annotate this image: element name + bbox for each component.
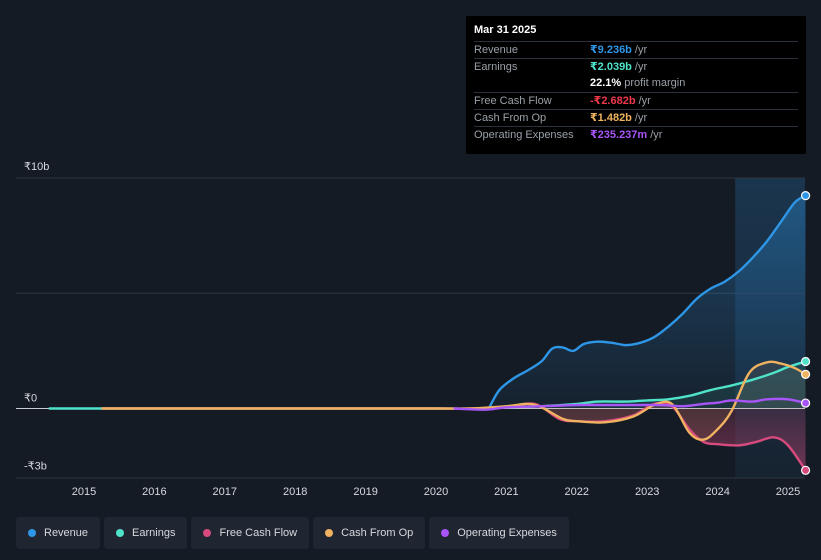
tooltip-date: Mar 31 2025: [474, 24, 537, 36]
tooltip-unit: /yr: [638, 95, 651, 107]
earnings-end-point: [800, 356, 811, 367]
x-tick-label: 2018: [283, 486, 307, 498]
legend-label: Earnings: [132, 527, 176, 539]
x-tick-label: 2025: [776, 486, 800, 498]
revenue-end-point: [800, 191, 811, 201]
x-tick-label: 2021: [494, 486, 518, 498]
legend-dot: [441, 529, 450, 537]
tooltip-panel: Mar 31 2025 Revenue ₹9.236b /yr Earnings…: [466, 16, 806, 154]
revenue-line: [487, 194, 807, 410]
x-tick-label: 2019: [353, 486, 377, 498]
tooltip-value: ₹9.236b: [590, 44, 632, 56]
free-cash-flow-area: [101, 402, 806, 471]
tooltip-label: Free Cash Flow: [474, 95, 552, 107]
tooltip-row-profit-margin: 22.1% profit margin: [474, 75, 798, 92]
tooltip-value: -₹2.682b: [590, 95, 636, 107]
legend-item-earnings[interactable]: Earnings: [104, 517, 188, 549]
legend-item-cash-from-op[interactable]: Cash From Op: [313, 517, 426, 549]
tooltip-label: Revenue: [474, 44, 519, 56]
tooltip-unit: /yr: [634, 44, 648, 56]
tooltip-unit: profit margin: [624, 77, 686, 89]
legend-label: Revenue: [44, 527, 89, 539]
tooltip-label: Operating Expenses: [474, 129, 574, 141]
legend-item-free-cash-flow[interactable]: Free Cash Flow: [191, 517, 310, 549]
x-tick-label: 2022: [565, 486, 589, 498]
tooltip-unit: /yr: [634, 61, 648, 73]
revenue-area: [488, 195, 806, 409]
x-tick-label: 2016: [142, 486, 166, 498]
tooltip-value: ₹2.039b: [590, 61, 632, 73]
y-tick-label: -₹3b: [24, 461, 47, 473]
tooltip-row-cash-from-op: Cash From Op ₹1.482b /yr: [474, 109, 798, 126]
legend-dot: [325, 529, 334, 537]
x-tick-label: 2015: [72, 486, 96, 498]
tooltip-label: Cash From Op: [474, 112, 547, 124]
y-tick-label: ₹10b: [24, 161, 49, 173]
earnings-area: [48, 361, 806, 409]
legend-dot: [28, 529, 36, 537]
free-cash-flow-end-point: [800, 465, 811, 475]
legend-dot: [203, 529, 212, 537]
tooltip-unit: /yr: [650, 129, 663, 141]
tooltip-label: [474, 75, 590, 92]
x-tick-label: 2024: [705, 486, 729, 498]
cash-from-op-end-point: [800, 369, 811, 379]
x-tick-label: 2020: [424, 486, 448, 498]
tooltip-row-revenue: Revenue ₹9.236b /yr: [474, 41, 798, 58]
legend-label: Operating Expenses: [457, 527, 557, 539]
legend-label: Cash From Op: [341, 527, 414, 539]
operating-expenses-end-point: [800, 398, 811, 408]
legend-dot: [116, 529, 125, 537]
cash-from-op-line: [101, 360, 807, 441]
tooltip-row-operating-expenses: Operating Expenses ₹235.237m /yr: [474, 126, 798, 143]
operating-expenses-line: [453, 397, 806, 411]
legend-label: Free Cash Flow: [219, 527, 298, 539]
tooltip-value: 22.1%: [590, 77, 622, 89]
legend-item-revenue[interactable]: Revenue: [16, 517, 101, 549]
y-tick-label: ₹0: [24, 393, 37, 405]
tooltip-unit: /yr: [634, 112, 648, 124]
tooltip-row-free-cash-flow: Free Cash Flow -₹2.682b /yr: [474, 92, 798, 109]
tooltip-value: ₹1.482b: [590, 112, 632, 124]
x-tick-label: 2017: [213, 486, 237, 498]
tooltip-label: Earnings: [474, 61, 518, 73]
legend-item-operating-expenses[interactable]: Operating Expenses: [429, 517, 569, 549]
tooltip-value: ₹235.237m: [590, 129, 648, 141]
chart-legend: Revenue Earnings Free Cash Flow Cash Fro…: [16, 517, 569, 549]
tooltip-row-earnings: Earnings ₹2.039b /yr: [474, 58, 798, 75]
x-tick-label: 2023: [635, 486, 659, 498]
